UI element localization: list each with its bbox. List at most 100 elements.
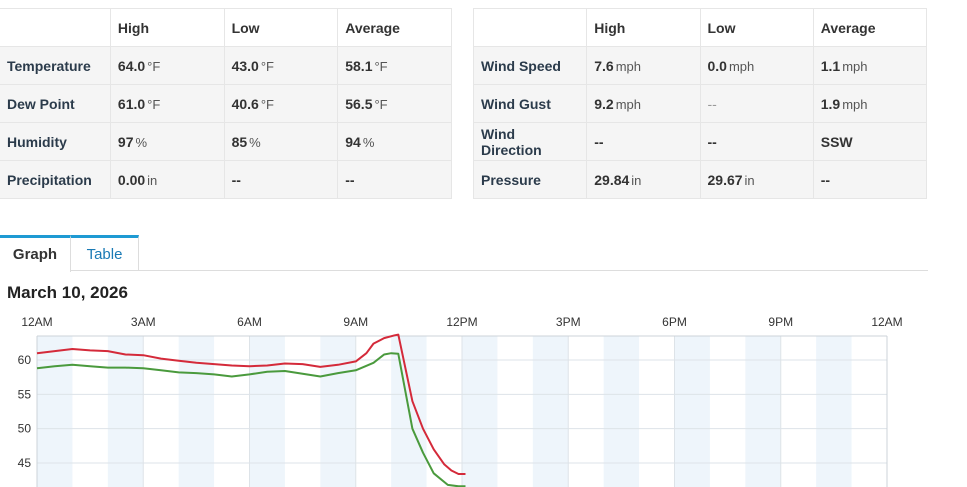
table-cell: 29.67 in bbox=[699, 160, 814, 199]
table-row: Wind Speed 7.6 mph 0.0 mph 1.1 mph bbox=[472, 46, 928, 85]
table-cell: 29.84 in bbox=[586, 160, 701, 199]
table-cell: -- bbox=[812, 160, 928, 199]
table-cell: 97% bbox=[109, 122, 225, 161]
cell-value: SSW bbox=[820, 133, 853, 150]
weather-summary-table-right: High Low Average Wind Speed 7.6 mph 0.0 mph 1… bbox=[472, 8, 928, 199]
cell-unit: % bbox=[362, 134, 375, 150]
column-header-low: Low bbox=[699, 8, 814, 47]
tab-graph[interactable]: Graph bbox=[0, 235, 71, 272]
cell-unit: mph bbox=[615, 58, 642, 74]
table-row: Precipitation 0.00 in -- -- bbox=[0, 160, 452, 199]
cell-value: 40.6 bbox=[231, 95, 259, 112]
table-cell: 85% bbox=[223, 122, 339, 161]
cell-unit: °F bbox=[147, 58, 161, 74]
cell-unit: in bbox=[631, 172, 642, 188]
chart-hour-band bbox=[603, 336, 640, 487]
chart-hour-band bbox=[462, 336, 498, 487]
table-cell: -- bbox=[223, 160, 339, 199]
table-row: Wind Gust 9.2 mph -- 1.9 mph bbox=[472, 84, 928, 123]
cell-value: 85 bbox=[231, 133, 248, 150]
cell-unit: % bbox=[135, 134, 148, 150]
table-cell: SSW bbox=[812, 122, 928, 161]
row-label: Wind Gust bbox=[472, 84, 588, 123]
x-tick-label: 12PM bbox=[446, 315, 477, 329]
cell-unit: % bbox=[249, 134, 261, 150]
cell-value: 1.1 bbox=[820, 57, 841, 74]
table-cell: 7.6 mph bbox=[586, 46, 701, 85]
chart-hour-band bbox=[178, 336, 215, 487]
chart-hour-band bbox=[107, 336, 144, 487]
cell-unit: in bbox=[147, 172, 158, 188]
x-tick-label: 12AM bbox=[871, 315, 902, 329]
table-cell: 61.0 °F bbox=[109, 84, 225, 123]
table-row: Wind Direction -- -- SSW bbox=[472, 122, 928, 161]
row-label: Temperature bbox=[0, 46, 111, 85]
cell-value: -- bbox=[707, 133, 717, 150]
x-tick-label: 6AM bbox=[237, 315, 262, 329]
cell-value: -- bbox=[707, 95, 717, 112]
chart-hour-band bbox=[745, 336, 781, 487]
tab-table[interactable]: Table bbox=[71, 235, 139, 271]
cell-unit: mph bbox=[842, 96, 868, 112]
column-header bbox=[0, 8, 111, 47]
temperature-dewpoint-chart: 60 55 50 45 12AM 3AM 6AM 9AM 12PM 3PM 6PM 9PM 12AM bbox=[18, 315, 903, 487]
column-header-low: Low bbox=[223, 8, 339, 47]
table-row: Temperature 64.0 °F 43.0 °F 58.1 °F bbox=[0, 46, 452, 85]
cell-value: -- bbox=[820, 171, 831, 188]
row-label: Wind Speed bbox=[472, 46, 588, 85]
cell-value: 43.0 bbox=[231, 57, 259, 74]
cell-value: 61.0 bbox=[117, 95, 146, 112]
table-cell: 56.5 °F bbox=[337, 84, 452, 123]
y-tick-label: 45 bbox=[18, 456, 32, 470]
table-cell: 40.6 °F bbox=[223, 84, 339, 123]
row-label: Pressure bbox=[472, 160, 588, 199]
table-cell: -- bbox=[586, 122, 701, 161]
cell-value: 0.0 bbox=[707, 57, 727, 74]
chart-date-title: March 10, 2026 bbox=[7, 283, 128, 302]
cell-value: 97 bbox=[117, 133, 134, 150]
chart-hour-band bbox=[532, 336, 569, 487]
x-tick-label: 12AM bbox=[21, 315, 52, 329]
table-cell: 1.1 mph bbox=[812, 46, 928, 85]
x-tick-label: 3AM bbox=[131, 315, 156, 329]
table-row: Pressure 29.84 in 29.67 in -- bbox=[472, 160, 928, 199]
cell-value: 9.2 bbox=[594, 95, 614, 112]
cell-value: 29.67 bbox=[707, 171, 743, 188]
chart-hour-band bbox=[249, 336, 285, 487]
chart-hour-band bbox=[320, 336, 356, 487]
row-label: Precipitation bbox=[0, 160, 111, 199]
table-cell: 9.2 mph bbox=[586, 84, 701, 123]
x-tick-label: 3PM bbox=[556, 315, 581, 329]
column-header-average: Average bbox=[812, 8, 928, 47]
cell-unit: °F bbox=[374, 96, 388, 112]
cell-value: -- bbox=[345, 171, 355, 188]
cell-value: -- bbox=[231, 171, 241, 188]
cell-value: -- bbox=[594, 133, 604, 150]
cell-value: 64.0 bbox=[117, 57, 146, 74]
cell-value: 29.84 bbox=[594, 171, 630, 188]
y-tick-label: 60 bbox=[18, 353, 32, 367]
cell-unit: mph bbox=[615, 96, 642, 112]
table-cell: 0.00 in bbox=[109, 160, 225, 199]
column-header bbox=[472, 8, 588, 47]
table-cell: -- bbox=[699, 122, 814, 161]
table-cell: 64.0 °F bbox=[109, 46, 225, 85]
cell-unit: °F bbox=[260, 58, 274, 74]
row-label: Humidity bbox=[0, 122, 111, 161]
table-row: Humidity 97% 85% 94% bbox=[0, 122, 452, 161]
x-tick-label: 9AM bbox=[343, 315, 368, 329]
y-tick-label: 55 bbox=[18, 387, 32, 401]
y-tick-label: 50 bbox=[18, 422, 32, 436]
chart-hour-band bbox=[674, 336, 710, 487]
row-label: Dew Point bbox=[0, 84, 111, 123]
row-label: Wind Direction bbox=[472, 122, 588, 161]
x-tick-label: 9PM bbox=[768, 315, 793, 329]
table-cell: -- bbox=[337, 160, 452, 199]
table-row: Dew Point 61.0 °F 40.6 °F 56.5 °F bbox=[0, 84, 452, 123]
table-cell: 0.0 mph bbox=[699, 46, 814, 85]
cell-unit: °F bbox=[260, 96, 274, 112]
cell-unit: mph bbox=[842, 58, 868, 74]
cell-value: 56.5 bbox=[345, 95, 373, 112]
table-cell: 43.0 °F bbox=[223, 46, 339, 85]
table-cell: 94% bbox=[337, 122, 452, 161]
